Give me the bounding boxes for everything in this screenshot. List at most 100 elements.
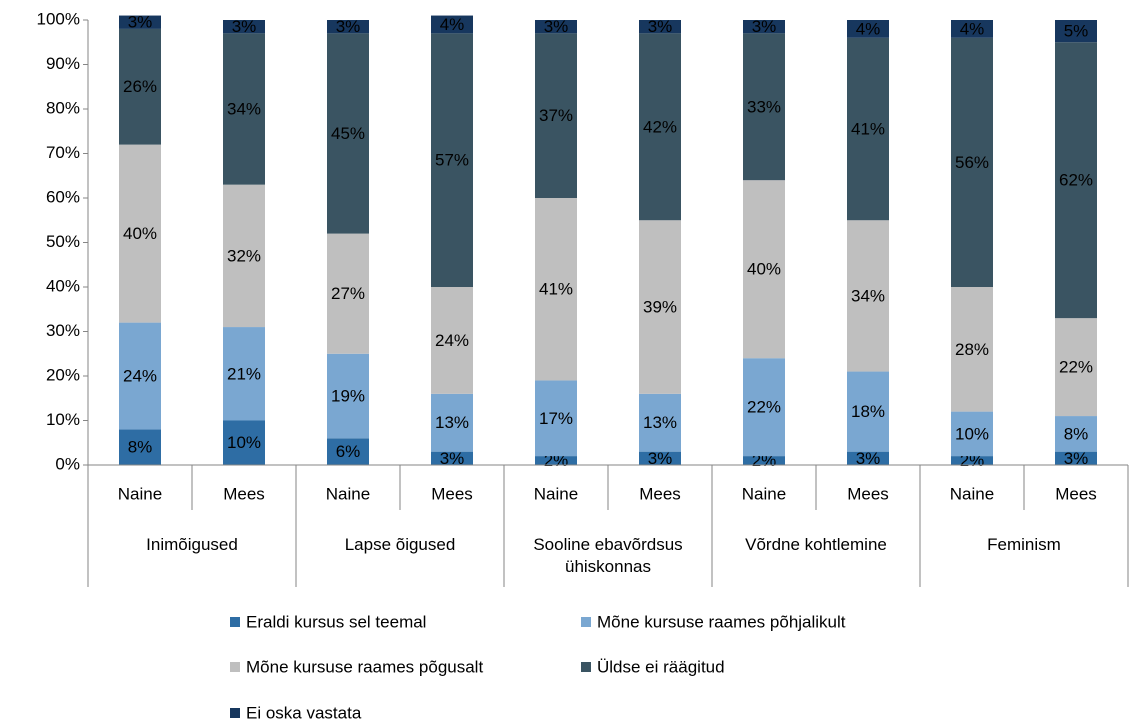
y-tick-label: 90% [46,54,80,73]
data-label: 45% [331,124,365,143]
data-label: 37% [539,106,573,125]
x-tick-label: Mees [223,484,265,503]
data-label: 40% [123,224,157,243]
data-label: 27% [331,284,365,303]
data-label: 57% [435,151,469,170]
legend-swatch [581,662,591,672]
bar-segment [327,233,369,354]
bar-segment [223,33,265,185]
bar-segment [743,33,785,181]
x-tick-label: Naine [326,484,370,503]
y-tick-label: 100% [37,9,80,28]
bar-segment [535,456,577,465]
data-label: 42% [643,117,677,136]
bar-segment [119,429,161,465]
x-tick-label: Naine [742,484,786,503]
bar-segment [951,20,993,38]
y-tick-label: 30% [46,321,80,340]
bar-segment [431,393,473,452]
data-label: 3% [856,449,881,468]
data-label: 3% [752,17,777,36]
data-label: 4% [960,19,985,38]
bar-segment [431,287,473,394]
bar-segment [847,220,889,372]
bar-segment [119,322,161,430]
data-label: 3% [232,17,257,36]
data-label: 3% [648,449,673,468]
data-label: 32% [227,246,261,265]
data-label: 4% [856,19,881,38]
y-tick-label: 0% [55,454,80,473]
legend-swatch [230,662,240,672]
data-label: 6% [336,442,361,461]
bar-segment [951,456,993,465]
bar-segment [951,37,993,287]
bar-segment [223,420,265,465]
bar-segment [119,144,161,323]
group-label: Sooline ebavõrdsus ühiskonnas [533,535,683,576]
group-label: Inimõigused [146,535,238,554]
x-tick-label: Naine [534,484,578,503]
bar-segment [639,20,681,34]
data-label: 39% [643,298,677,317]
data-label: 13% [435,413,469,432]
data-label: 8% [128,438,153,457]
data-label: 22% [1059,358,1093,377]
x-tick-label: Mees [431,484,473,503]
bar-segment [639,393,681,452]
bar-segment [431,15,473,34]
bar-segment [1055,42,1097,319]
bar-segment [223,184,265,328]
data-label: 3% [128,13,153,32]
bar-segment [847,371,889,452]
data-label: 13% [643,413,677,432]
group-label: Lapse õigused [344,535,456,554]
data-label: 10% [227,433,261,452]
bar-segment [535,380,577,457]
data-label: 3% [544,17,569,36]
bar-segment [327,438,369,465]
bar-segment [951,287,993,412]
bar-segment [327,20,369,34]
bar-segment [535,33,577,198]
data-label: 34% [851,286,885,305]
data-label: 40% [747,260,781,279]
x-tick-label: Naine [118,484,162,503]
x-tick-label: Mees [847,484,889,503]
bar-segment [1055,416,1097,452]
data-label: 26% [123,77,157,96]
legend-swatch [581,617,591,627]
bar-segment [431,451,473,465]
bar-segment [743,456,785,465]
group-label: Feminism [987,535,1061,554]
bar-segment [847,20,889,38]
x-tick-label: Mees [1055,484,1097,503]
data-label: 56% [955,153,989,172]
y-tick-label: 80% [46,98,80,117]
data-label: 21% [227,364,261,383]
bar-segment [951,411,993,457]
bar-segment [327,353,369,439]
data-label: 3% [1064,449,1089,468]
data-label: 4% [440,15,465,34]
legend-label: Üldse ei räägitud [597,657,725,676]
data-label: 28% [955,340,989,359]
y-tick-label: 60% [46,187,80,206]
data-label: 41% [851,120,885,139]
bar-segment [1055,20,1097,43]
bar-segment [1055,451,1097,465]
legend-label: Mõne kursuse raames põgusalt [246,657,483,676]
bar-segment [119,28,161,145]
legend-label: Mõne kursuse raames põhjalikult [597,612,846,631]
data-label: 33% [747,97,781,116]
legend-label: Eraldi kursus sel teemal [246,612,426,631]
bar-segment [223,327,265,421]
y-tick-label: 50% [46,232,80,251]
data-label: 22% [747,398,781,417]
bar-segment [847,451,889,465]
bar-segment [743,180,785,359]
bar-segment [1055,318,1097,417]
y-tick-label: 10% [46,410,80,429]
bar-segment [119,15,161,29]
